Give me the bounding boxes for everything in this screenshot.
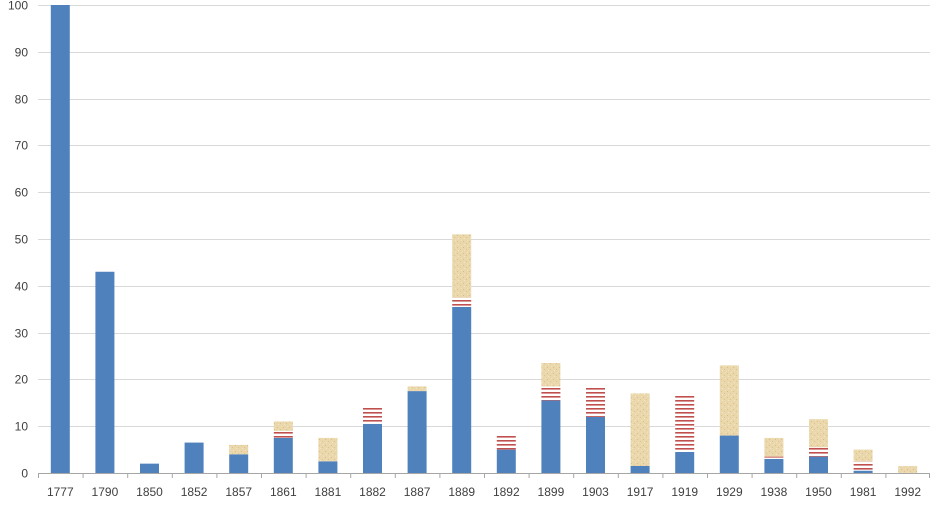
bar-segment-red-1903 — [586, 386, 605, 417]
y-tick-label: 30 — [15, 327, 29, 341]
bars — [50, 5, 918, 473]
bar-segment-blue-1790 — [95, 271, 115, 473]
bar-segment-red-1889 — [452, 297, 472, 307]
bar-segment-red-1919 — [675, 395, 695, 452]
bar-segment-tan-1857 — [229, 444, 249, 455]
y-tick-label: 0 — [21, 467, 28, 481]
bar-segment-tan-1881 — [318, 437, 338, 462]
x-tick-label: 1777 — [47, 485, 74, 499]
y-axis-ticks: 0 10 20 30 40 50 60 70 80 90 100 — [8, 0, 28, 481]
y-tick-label: 80 — [15, 93, 29, 107]
x-tick-label: 1981 — [850, 485, 877, 499]
gridlines — [38, 5, 930, 474]
x-tick-label: 1950 — [805, 485, 832, 499]
y-tick-label: 90 — [15, 46, 29, 60]
bar-segment-blue-1929 — [719, 435, 739, 473]
x-tick-label: 1861 — [270, 485, 297, 499]
x-tick-label: 1929 — [716, 485, 743, 499]
bar-segment-blue-1917 — [630, 465, 650, 473]
y-tick-label: 70 — [15, 139, 29, 153]
bar-segment-blue-1899 — [541, 400, 561, 473]
x-axis-ticks: 1777 1790 1850 1852 1857 1861 1881 1882 1887 1889… — [38, 473, 930, 499]
bar-segment-blue-1882 — [363, 423, 382, 473]
x-tick-label: 1850 — [136, 485, 163, 499]
bar-segment-blue-1850 — [140, 463, 159, 473]
bar-segment-red-1981 — [853, 461, 873, 471]
bar-segment-blue-1857 — [229, 454, 249, 473]
bar-segment-tan-1861 — [273, 421, 293, 431]
bar-segment-blue-1938 — [764, 458, 784, 473]
x-tick-label: 1790 — [92, 485, 119, 499]
bar-segment-blue-1852 — [184, 442, 204, 473]
bar-segment-tan-1950 — [809, 419, 828, 448]
x-tick-label: 1938 — [761, 485, 788, 499]
bar-segment-tan-1992 — [898, 465, 918, 473]
bar-segment-tan-1938 — [764, 437, 784, 457]
x-tick-label: 1881 — [315, 485, 342, 499]
x-tick-label: 1882 — [359, 485, 386, 499]
y-tick-label: 20 — [15, 373, 29, 387]
y-tick-label: 40 — [15, 280, 29, 294]
bar-segment-red-1899 — [541, 386, 561, 401]
bar-segment-blue-1950 — [809, 456, 828, 473]
x-tick-label: 1889 — [448, 485, 475, 499]
bar-segment-blue-1981 — [853, 470, 873, 473]
y-tick-label: 10 — [15, 420, 29, 434]
x-tick-label: 1887 — [404, 485, 431, 499]
x-tick-label: 1899 — [538, 485, 565, 499]
y-tick-label: 100 — [8, 0, 28, 13]
bar-segment-blue-1919 — [675, 451, 695, 473]
x-tick-label: 1992 — [894, 485, 921, 499]
bar-segment-blue-1892 — [496, 449, 516, 473]
x-tick-label: 1903 — [582, 485, 609, 499]
x-tick-label: 1857 — [225, 485, 252, 499]
bar-segment-tan-1889 — [452, 234, 472, 298]
bar-segment-red-1938 — [764, 456, 784, 459]
bar-segment-tan-1887 — [407, 386, 427, 392]
bar-segment-blue-1861 — [273, 437, 293, 473]
bar-segment-tan-1899 — [541, 363, 561, 387]
bar-segment-blue-1887 — [407, 391, 427, 473]
x-tick-label: 1919 — [671, 485, 698, 499]
bar-segment-red-1882 — [363, 407, 382, 424]
bar-segment-tan-1917 — [630, 393, 650, 466]
bar-segment-tan-1929 — [719, 365, 739, 436]
bar-segment-red-1861 — [273, 430, 293, 438]
bar-segment-blue-1881 — [318, 461, 338, 473]
bar-segment-red-1892 — [496, 435, 516, 450]
x-tick-label: 1852 — [181, 485, 208, 499]
x-tick-label: 1892 — [493, 485, 520, 499]
bar-segment-blue-1777 — [50, 5, 70, 473]
bar-segment-red-1950 — [809, 447, 828, 457]
y-tick-label: 60 — [15, 186, 29, 200]
bar-segment-blue-1903 — [586, 416, 605, 473]
y-tick-label: 50 — [15, 233, 29, 247]
bar-segment-blue-1889 — [452, 306, 472, 473]
bar-segment-tan-1981 — [853, 449, 873, 462]
x-tick-label: 1917 — [627, 485, 654, 499]
